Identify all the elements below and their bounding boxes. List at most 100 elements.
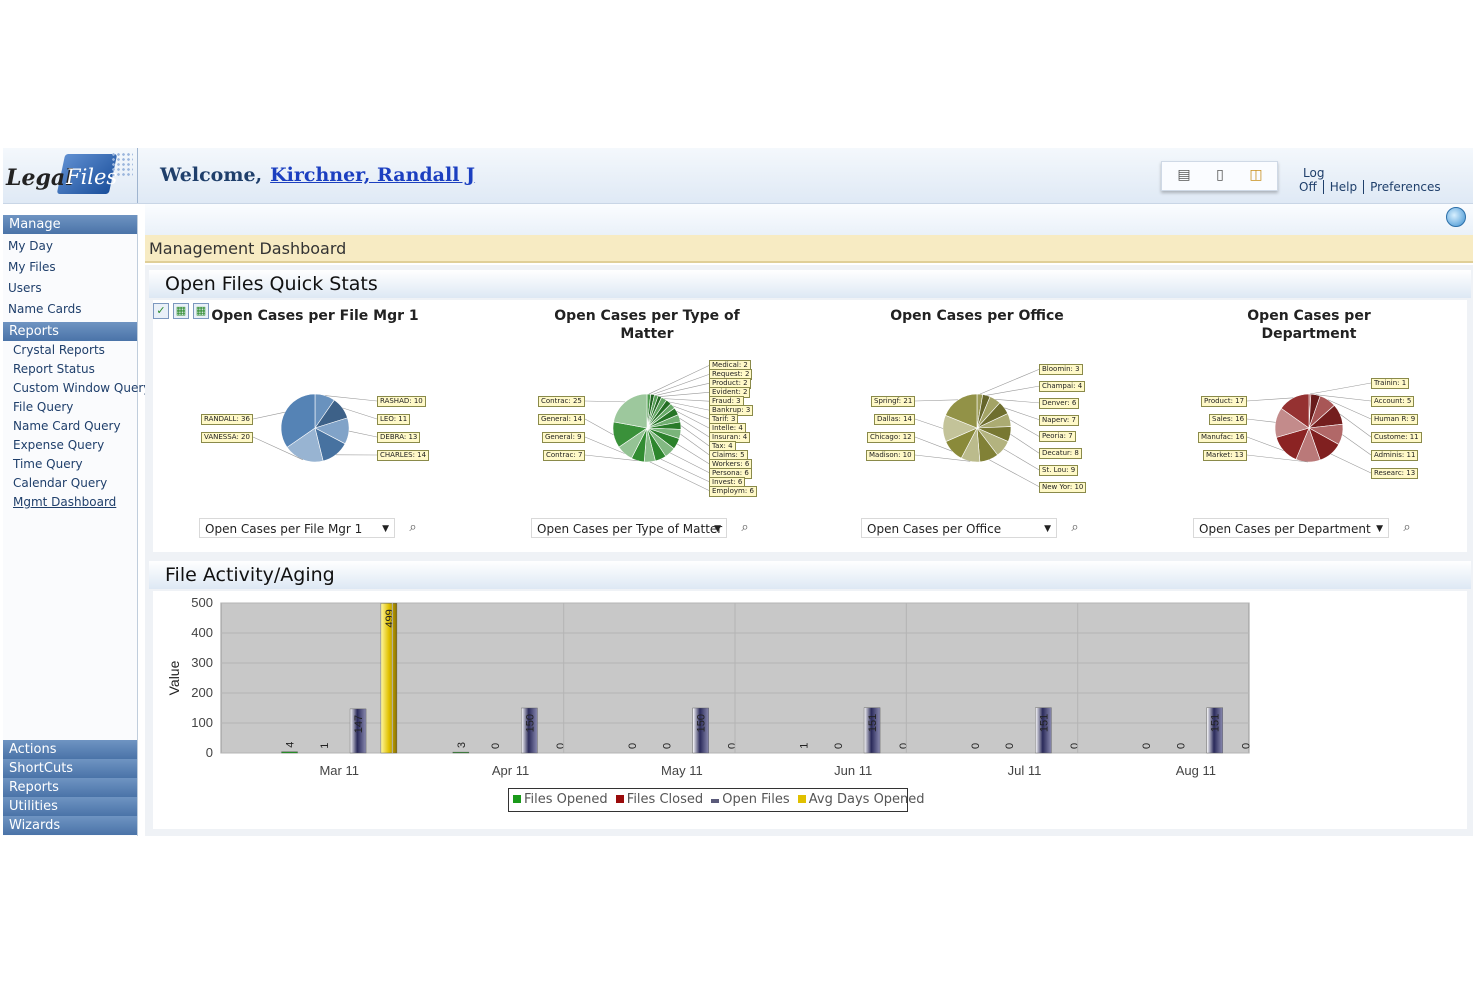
pie-chart-3 [1246,382,1372,474]
chart-selector-value: Open Cases per File Mgr 1 [205,522,363,536]
pie-slice-label: Peoria: 7 [1039,431,1076,443]
properties-icon[interactable]: ▤ [1177,167,1191,183]
bar[interactable] [692,707,709,754]
pie-slice[interactable] [945,393,978,429]
log-off-link[interactable]: Log Off [1299,166,1325,194]
data-label: 147 [353,715,365,733]
grid-view-icon[interactable]: ▦ [193,303,209,319]
user-name-link[interactable]: Kirchner, Randall J [270,164,476,186]
pie-leader-line [660,458,710,482]
sidebar-item-custom-window-query[interactable]: Custom Window Query [13,381,151,395]
y-tick-label: 300 [191,655,213,670]
new-document-icon[interactable]: ▯ [1216,167,1224,183]
pie-slice[interactable] [280,393,316,448]
sidebar-section-utilities[interactable]: Utilities [3,797,137,816]
pie-slice-label: Bloomin: 3 [1039,364,1083,376]
y-tick-label: 400 [191,625,213,640]
bar[interactable] [380,603,398,754]
sidebar-section-reports[interactable]: Reports [3,322,137,341]
y-axis-label: Value [166,660,182,695]
bar[interactable] [452,751,470,754]
chart-selector-value: Open Cases per Office [867,522,1002,536]
pie-slice[interactable] [613,393,648,429]
preview-icon[interactable]: ⌕ [741,520,749,535]
pie-leader-line [1330,453,1372,474]
sidebar-section-manage[interactable]: Manage [3,215,137,234]
logo: Legal Files [3,148,138,203]
chevron-down-icon: ▼ [382,524,389,534]
data-label: 1 [799,743,811,749]
pie-title-line: Open Cases per Office [890,308,1064,324]
refresh-icon[interactable] [1446,207,1466,227]
preview-icon[interactable]: ⌕ [409,520,417,535]
data-label: 150 [524,714,536,732]
welcome-message: Welcome, Kirchner, Randall J [160,164,475,186]
chart-selector[interactable]: Open Cases per Department ▼ [1193,518,1389,538]
y-tick-label: 0 [206,745,213,760]
sidebar-item-mgmt-dashboard[interactable]: Mgmt Dashboard [13,495,117,509]
sidebar-item-time-query[interactable]: Time Query [13,457,83,471]
pie-slice-label: Contrac: 7 [543,450,586,461]
chart-selector[interactable]: Open Cases per File Mgr 1 ▼ [199,518,395,538]
bar[interactable] [349,708,367,754]
preview-icon[interactable]: ⌕ [1403,520,1411,535]
pie-leader-line [979,369,1040,395]
pie-leader-line [252,436,304,461]
sidebar-item-calendar-query[interactable]: Calendar Query [13,476,108,490]
data-label: 0 [1141,743,1153,749]
x-tick-label: Mar 11 [319,763,359,778]
help-link[interactable]: Help [1329,180,1358,194]
pie-leader-line [1246,454,1309,463]
sidebar-item-report-status[interactable]: Report Status [13,362,95,376]
chart-selector[interactable]: Open Cases per Type of Matter ▼ [531,518,727,538]
sidebar-item-name-cards[interactable]: Name Cards [8,302,82,316]
sidebar-item-my-day[interactable]: My Day [8,239,53,253]
pie-title-line: Matter [620,326,674,342]
pie-leader-line [1309,382,1372,395]
quick-stats-panel: ✓ ▦ ▦ Open Cases per File Mgr 1 RASHAD: 1… [153,300,1467,552]
header-links: Log Off Help Preferences [1299,166,1473,194]
bar[interactable] [863,707,881,754]
pie-leader-line [1246,397,1294,402]
pie-slice-label: Researc: 13 [1371,468,1419,479]
pie-leader-line [679,417,710,438]
preferences-link[interactable]: Preferences [1370,180,1441,194]
y-tick-label: 500 [191,595,213,610]
data-label: 4 [285,742,297,748]
sidebar-section-shortcuts[interactable]: ShortCuts [3,759,137,778]
bar[interactable] [281,751,298,754]
bar[interactable] [1035,707,1052,754]
open-folder-icon[interactable]: ◫ [1249,167,1263,183]
sidebar-section-reports-bottom[interactable]: Reports [3,778,137,797]
chart-selector-value: Open Cases per Type of Matter [537,522,723,536]
sidebar-item-my-files[interactable]: My Files [8,260,56,274]
sidebar-section-actions[interactable]: Actions [3,740,137,759]
bar[interactable] [1206,707,1223,754]
sidebar-item-crystal-reports[interactable]: Crystal Reports [13,343,105,357]
sidebar-item-users[interactable]: Users [8,281,42,295]
pie-slice-label: Contrac: 25 [538,396,585,407]
header-bar: Legal Files Welcome, Kirchner, Randall J … [3,148,1473,204]
pie-leader-line [252,411,285,420]
pie-slice-label: Madison: 10 [866,450,915,461]
pie-slice-label: Human R: 9 [1371,414,1419,425]
sidebar-item-name-card-query[interactable]: Name Card Query [13,419,121,433]
app-window: Legal Files Welcome, Kirchner, Randall J … [3,148,1473,836]
bar[interactable] [521,707,538,754]
export-icon[interactable]: ▦ [173,303,189,319]
sidebar-item-file-query[interactable]: File Query [13,400,74,414]
sidebar-item-expense-query[interactable]: Expense Query [13,438,105,452]
pie-leader-line [1010,433,1040,454]
pie-slice-label: Decatur: 8 [1039,448,1082,460]
check-icon[interactable]: ✓ [153,303,169,319]
logo-dots [111,152,133,176]
chart-selector[interactable]: Open Cases per Office ▼ [861,518,1057,538]
pie-leader-line [652,374,710,395]
preview-icon[interactable]: ⌕ [1071,520,1079,535]
sidebar-section-wizards[interactable]: Wizards [3,816,137,835]
pie-slice-label: Product: 17 [1201,396,1248,407]
pie-leader-line [668,401,710,411]
pie-slice[interactable] [1280,393,1310,429]
pie-slice-label: RANDALL: 36 [201,414,253,425]
